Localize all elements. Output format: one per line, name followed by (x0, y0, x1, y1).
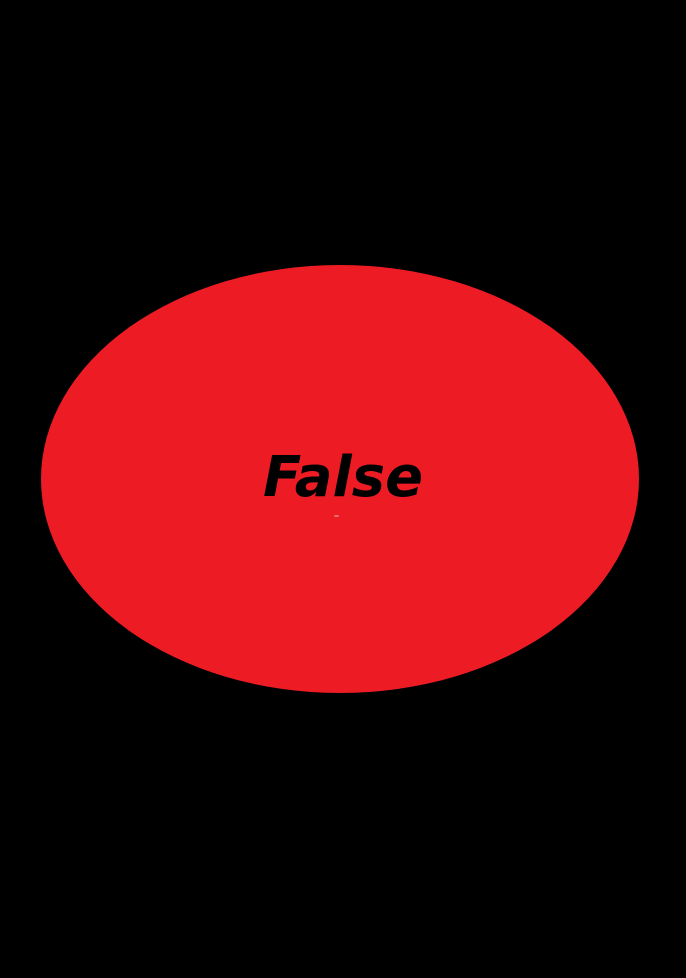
small-artifact-mark (334, 515, 339, 517)
oval-label-text: False (262, 444, 424, 510)
red-oval-shape: False (41, 265, 639, 693)
